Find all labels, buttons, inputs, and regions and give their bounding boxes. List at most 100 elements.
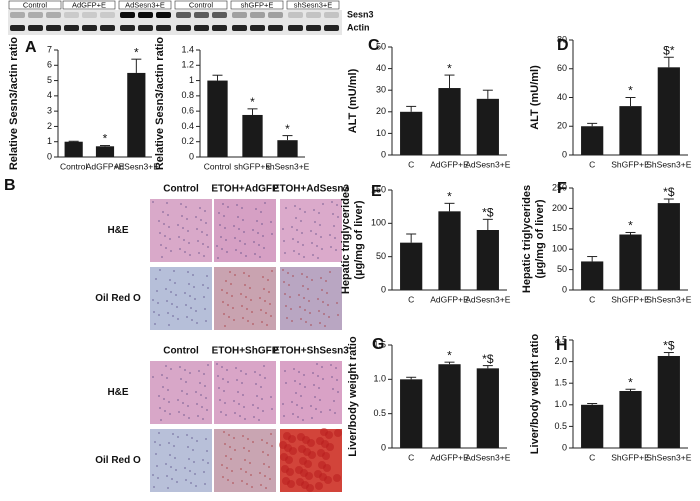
y-tick-label: 0 xyxy=(47,151,52,161)
micrograph-dot xyxy=(337,314,339,316)
micrograph-dot xyxy=(261,398,263,400)
micrograph-dot xyxy=(318,461,326,469)
bar xyxy=(619,390,642,448)
micrograph-dot xyxy=(241,382,243,384)
micrograph-dot xyxy=(254,371,256,373)
y-tick-label: 0.5 xyxy=(373,408,386,418)
bar xyxy=(619,106,642,155)
micrograph-dot xyxy=(195,485,197,487)
micrograph-dot xyxy=(220,236,222,238)
micrograph-dot xyxy=(266,442,268,444)
y-tick-label: 100 xyxy=(371,218,386,228)
micrograph-dot xyxy=(304,211,306,213)
micrograph-dot xyxy=(302,419,304,421)
x-tick-label: Control xyxy=(204,161,232,171)
micrograph-dot xyxy=(164,235,166,237)
micrograph-dot xyxy=(170,466,172,468)
micrograph-dot xyxy=(261,321,263,323)
micrograph-dot xyxy=(158,432,160,434)
blot-lane-label: shGFP+E xyxy=(241,0,274,9)
micrograph-dot xyxy=(238,403,240,405)
micrograph-dot xyxy=(181,215,183,217)
micrograph-dot xyxy=(194,473,196,475)
micrograph-dot xyxy=(236,204,238,206)
micrograph-dot xyxy=(296,229,298,231)
micrograph-dot xyxy=(221,464,223,466)
x-tick-label: ShGFP+E xyxy=(611,452,650,462)
blot-band xyxy=(324,25,339,31)
micrograph-dot xyxy=(328,316,330,318)
micrograph-dot xyxy=(251,486,253,488)
micrograph-dot xyxy=(157,477,159,479)
micrograph-dot xyxy=(202,284,204,286)
micrograph-dot xyxy=(166,300,168,302)
micrograph xyxy=(150,429,212,492)
micrograph-dot xyxy=(221,248,223,250)
micrograph-dot xyxy=(207,287,209,289)
micrograph-dot xyxy=(261,223,263,225)
micrograph-dot xyxy=(168,324,170,326)
micrograph-dot xyxy=(194,298,196,300)
significance-label: * xyxy=(447,61,452,75)
micrograph xyxy=(150,199,212,262)
blot-band xyxy=(28,25,43,31)
y-tick-label: 0 xyxy=(562,284,567,294)
micrograph-dot xyxy=(207,246,209,248)
micrograph-dot xyxy=(224,227,226,229)
micrograph-dot xyxy=(244,459,246,461)
micrograph-dot xyxy=(152,376,154,378)
blot-lane-label: shSesn3+E xyxy=(294,0,333,9)
micrograph-dot xyxy=(282,228,284,230)
micrograph-dot xyxy=(332,388,334,390)
micrograph-dot xyxy=(200,394,202,396)
y-tick-label: 4 xyxy=(47,90,52,100)
blot-band xyxy=(100,12,115,18)
blot-band xyxy=(250,12,265,18)
micrograph-dot xyxy=(183,239,185,241)
y-axis-label: Liver/body weight ratio xyxy=(529,334,541,455)
y-tick-label: 0 xyxy=(189,151,194,161)
micrograph-dot xyxy=(281,465,289,473)
blot-band xyxy=(82,12,97,18)
micrograph-dot xyxy=(188,417,190,419)
micrograph-dot xyxy=(191,319,193,321)
micrograph-dot xyxy=(196,403,198,405)
micrograph-dot xyxy=(169,413,171,415)
micrograph-dot xyxy=(193,461,195,463)
micrograph-dot xyxy=(222,476,224,478)
micrograph-dot xyxy=(159,444,161,446)
micrograph-dot xyxy=(296,404,298,406)
micrograph-dot xyxy=(200,219,202,221)
micrograph-dot xyxy=(158,220,160,222)
micrograph-dot xyxy=(285,305,287,307)
bar xyxy=(64,141,83,157)
micrograph-dot xyxy=(284,252,286,254)
micrograph-dot xyxy=(248,275,250,277)
blot-band xyxy=(176,25,191,31)
micrograph-dot xyxy=(262,451,264,453)
micrograph xyxy=(150,361,212,424)
significance-label: * xyxy=(285,122,290,136)
y-tick-label: 80 xyxy=(557,34,567,44)
x-tick-label: C xyxy=(589,159,595,169)
blot-band xyxy=(156,12,171,18)
micrograph-dot xyxy=(299,457,307,465)
micrograph-dot xyxy=(320,411,322,413)
micrograph-dot xyxy=(297,416,299,418)
significance-label: * xyxy=(447,190,452,204)
micrograph-dot xyxy=(175,294,177,296)
micrograph-dot xyxy=(283,432,291,440)
micrograph-dot xyxy=(221,289,223,291)
micrograph-dot xyxy=(271,408,273,410)
micrograph-dot xyxy=(282,403,284,405)
y-axis-label: Liver/body weight ratio xyxy=(347,336,359,457)
micrograph-dot xyxy=(317,298,319,300)
blot-band xyxy=(10,12,25,18)
micrograph-dot xyxy=(167,214,169,216)
micrograph-dot xyxy=(331,201,333,203)
micrograph-dot xyxy=(292,413,294,415)
micrograph-dot xyxy=(268,466,270,468)
micrograph-dot xyxy=(205,397,207,399)
y-tick-label: 150 xyxy=(552,223,567,233)
blot-band xyxy=(46,25,61,31)
